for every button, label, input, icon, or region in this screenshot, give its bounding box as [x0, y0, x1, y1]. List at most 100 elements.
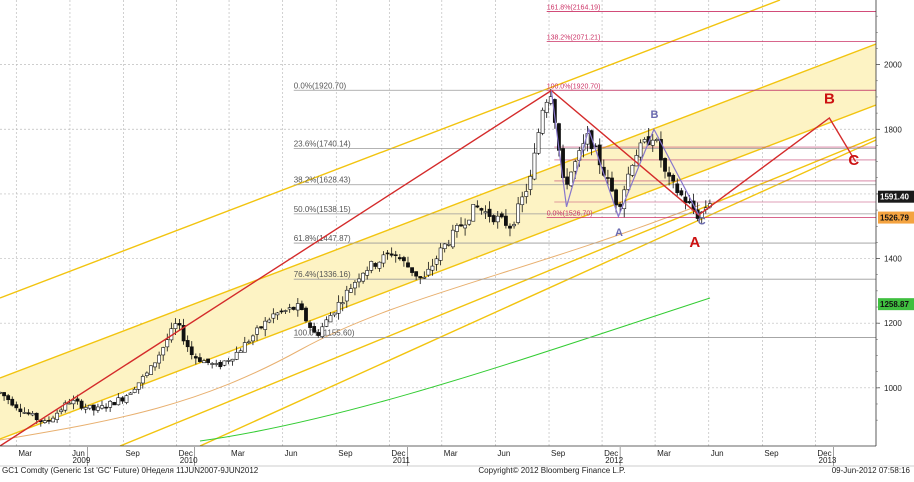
candle-body: [189, 346, 194, 356]
candle-body: [0, 391, 2, 394]
candle-body: [516, 203, 521, 223]
candle-body: [202, 360, 206, 364]
candle-body: [552, 99, 557, 123]
candle-body: [344, 289, 349, 302]
price-tag-label: 1258.87: [880, 300, 909, 309]
candle-body: [393, 254, 398, 257]
candlesticks: [0, 89, 712, 427]
candle-body: [71, 399, 76, 405]
candle-body: [483, 211, 488, 214]
candle-body: [389, 253, 394, 256]
candle-body: [348, 288, 353, 293]
candle-body: [246, 341, 251, 344]
candle-body: [149, 365, 153, 375]
candle-body: [10, 398, 15, 406]
candle-body: [426, 268, 431, 276]
candle-body: [304, 307, 308, 322]
y-tick-label: 1000: [884, 384, 902, 393]
candle-body: [524, 191, 529, 197]
channel-mid-upper-line: [0, 43, 876, 379]
candle-body: [679, 190, 684, 196]
candle-body: [185, 340, 190, 348]
candle-body: [630, 165, 635, 176]
candle-body: [230, 358, 235, 362]
candle-body: [34, 412, 39, 421]
candle-body: [59, 409, 64, 412]
candle-body: [508, 225, 512, 229]
candle-body: [30, 413, 35, 416]
candle-body: [206, 358, 210, 363]
candle-body: [75, 398, 80, 402]
candle-body: [406, 262, 410, 268]
channel-lower-line: [199, 139, 876, 446]
wave-label: B: [824, 90, 835, 107]
x-tick-label: Mar: [444, 449, 458, 458]
x-tick-label: Sep: [126, 449, 141, 458]
candle-body: [51, 417, 55, 423]
footer: GC1 Comdty (Generic 1st 'GC' Future) 0Не…: [2, 466, 911, 475]
candle-body: [414, 271, 419, 277]
year-label: 2010: [180, 456, 198, 465]
candle-body: [528, 176, 533, 190]
fib-retracement-label: 76.4%(1336.16): [294, 270, 351, 279]
candle-body: [536, 132, 541, 154]
candle-body: [251, 335, 255, 342]
candle-body: [177, 323, 182, 326]
candle-body: [430, 265, 435, 271]
candle-body: [438, 247, 443, 261]
candle-body: [512, 224, 516, 227]
x-tick-label: Dec: [179, 449, 193, 458]
wave-label: C: [698, 216, 706, 228]
year-label: 2012: [605, 456, 623, 465]
purple-wave-line: [550, 90, 700, 219]
candle-body: [116, 397, 121, 406]
fib-extension-label: 138.2%(2071.21): [547, 35, 601, 42]
candle-body: [234, 351, 239, 360]
candle-body: [336, 301, 341, 314]
fibonacci-levels: 0.0%(1920.70) 23.6%(1740.14) 38.2%(1628.43…: [293, 5, 876, 338]
candle-body: [357, 278, 361, 283]
candle-body: [104, 406, 108, 409]
candle-body: [42, 420, 47, 423]
fib-retracement-label: 50.0%(1538.15): [294, 205, 351, 214]
candle-body: [475, 205, 480, 208]
price-tag-bg: [878, 190, 914, 203]
fib-extension-label: 100.0%(1920.70): [547, 83, 601, 90]
x-tick-label: Jun: [72, 449, 85, 458]
footer-center: Copyright© 2012 Bloomberg Finance L.P.: [478, 466, 625, 475]
y-tick-label: 2000: [884, 61, 902, 70]
candle-body: [442, 243, 447, 250]
candle-body: [573, 161, 578, 172]
candle-body: [295, 303, 300, 311]
moving-average-orange: [0, 204, 701, 441]
candle-body: [340, 302, 345, 305]
fib-retracement-label: 0.0%(1920.70): [294, 81, 347, 90]
candle-body: [675, 183, 680, 193]
wave-lines: [0, 89, 857, 446]
candle-body: [132, 388, 137, 393]
candle-body: [569, 171, 574, 187]
candle-body: [459, 224, 463, 227]
x-tick-label: Mar: [657, 449, 671, 458]
x-tick-label: Jun: [285, 449, 298, 458]
candle-body: [279, 310, 284, 313]
candle-body: [687, 201, 692, 204]
y-tick-label: 1400: [884, 255, 902, 264]
candle-body: [618, 203, 623, 207]
candle-body: [654, 139, 659, 141]
candle-body: [659, 139, 663, 161]
price-tag-bg: [878, 298, 914, 311]
y-tick-label: 1200: [884, 319, 902, 328]
candle-body: [67, 402, 72, 405]
candle-body: [638, 142, 643, 158]
candle-body: [446, 244, 451, 246]
price-channel: [0, 0, 876, 446]
fib-retracement-label: 23.6%(1740.14): [294, 140, 351, 149]
candle-body: [520, 196, 525, 206]
candle-body: [259, 326, 264, 329]
fib-retracement-label: 100.0%(1155.60): [294, 329, 355, 338]
candle-body: [136, 382, 141, 390]
candle-body: [181, 325, 186, 342]
channel-lower-inner-line: [119, 136, 876, 446]
